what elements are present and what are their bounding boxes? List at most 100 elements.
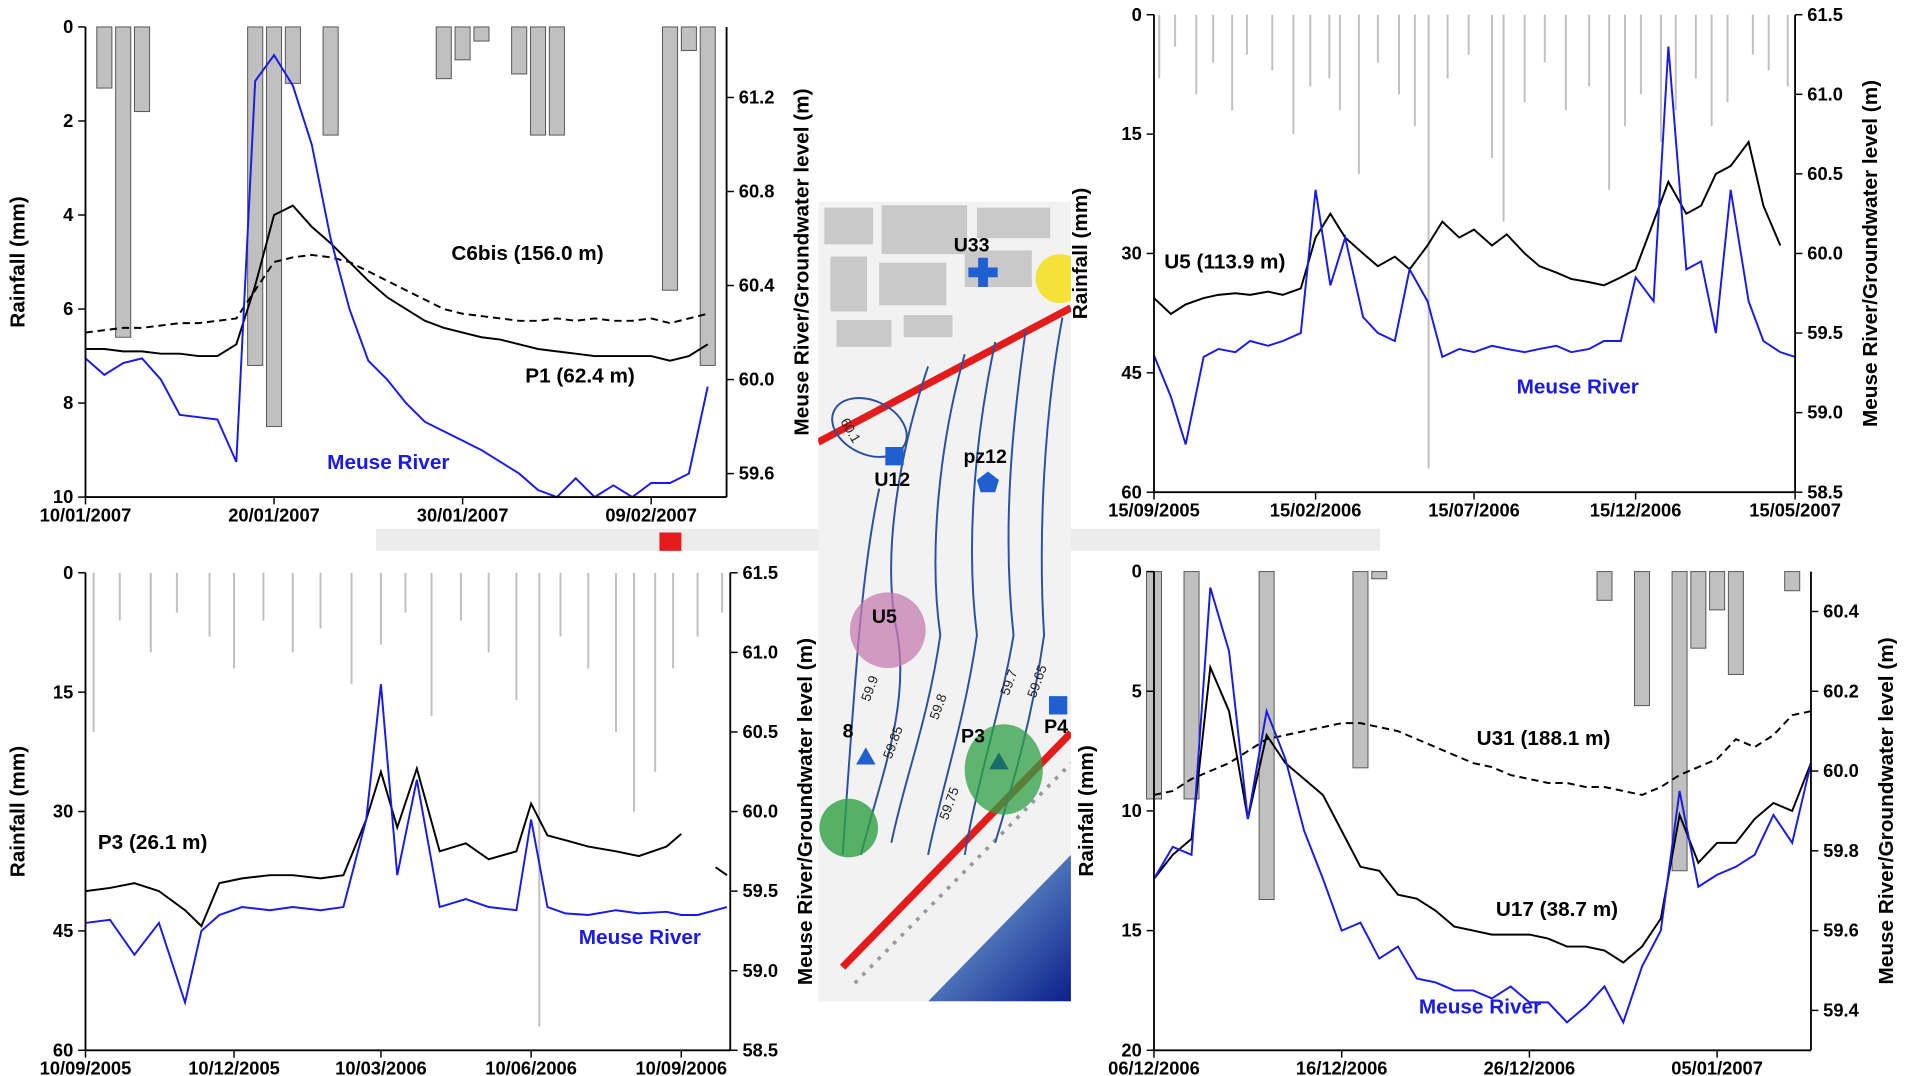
rain-bar xyxy=(672,573,674,668)
rain-bar xyxy=(1174,15,1176,47)
y2-tick-label: 59.4 xyxy=(1823,999,1859,1020)
figure: U33 U12 pz12 U5 8 P3 P4 60.1 59.9 59.85 … xyxy=(0,0,1905,1076)
rain-bar xyxy=(515,573,517,700)
rain-bar xyxy=(654,573,656,772)
y2-tick-label: 60.5 xyxy=(1807,163,1843,184)
y2-tick-label: 59.0 xyxy=(742,960,778,981)
rain-bar xyxy=(233,573,235,668)
y-tick-label: 2 xyxy=(63,110,73,131)
y-tick-label: 8 xyxy=(63,392,73,413)
rain-bar xyxy=(1353,572,1368,768)
rain-bar xyxy=(1468,15,1470,55)
rain-bar xyxy=(209,573,211,637)
rain-bar xyxy=(1710,572,1725,610)
x-tick-label: 15/12/2006 xyxy=(1590,500,1682,521)
rain-bar xyxy=(1624,15,1626,126)
rain-bar xyxy=(1635,572,1650,706)
rain-bar xyxy=(1597,572,1612,601)
rain-bar xyxy=(380,573,382,645)
rain-bar xyxy=(1768,15,1770,71)
series-line xyxy=(1154,667,1811,962)
x-tick-label: 26/12/2006 xyxy=(1484,1058,1576,1076)
y-tick-label: 5 xyxy=(1132,680,1142,701)
y2-tick-label: 61.2 xyxy=(739,87,775,108)
y2-tick-label: 59.0 xyxy=(1807,402,1843,423)
y2-tick-label: 60.4 xyxy=(1823,601,1859,622)
y-tick-label: 4 xyxy=(63,204,74,225)
y-axis-label: Rainfall (mm) xyxy=(1075,745,1098,876)
y2-tick-label: 59.8 xyxy=(1823,840,1859,861)
y2-tick-label: 59.6 xyxy=(739,463,775,484)
series-label: Meuse River xyxy=(1517,375,1639,398)
y-tick-label: 15 xyxy=(1121,123,1141,144)
y-tick-label: 0 xyxy=(63,16,73,37)
y2-tick-label: 59.5 xyxy=(1807,322,1843,343)
series-line xyxy=(716,867,727,875)
series-line xyxy=(85,55,707,497)
y-tick-label: 0 xyxy=(63,562,73,583)
x-tick-label: 15/05/2007 xyxy=(1749,500,1841,521)
y2-tick-label: 59.5 xyxy=(742,880,778,901)
rain-bar xyxy=(266,27,281,427)
series-label: C6bis (156.0 m) xyxy=(451,242,603,265)
rain-bar xyxy=(1695,15,1697,79)
rain-bar xyxy=(1544,15,1546,63)
map-label: U33 xyxy=(954,235,990,257)
rain-bar xyxy=(1727,15,1729,103)
y2-tick-label: 60.2 xyxy=(1823,680,1859,701)
map-label: P4 xyxy=(1044,716,1068,738)
marker-p4 xyxy=(1049,696,1067,714)
rain-bar xyxy=(1328,15,1330,79)
rain-bar xyxy=(1565,15,1567,110)
rain-bar xyxy=(633,573,635,812)
rain-bar xyxy=(285,27,300,83)
rain-bar xyxy=(1212,15,1214,63)
x-tick-label: 10/06/2006 xyxy=(485,1058,577,1076)
rain-bar xyxy=(1372,572,1387,579)
series-label: U17 (38.7 m) xyxy=(1496,898,1618,921)
rain-bar xyxy=(1398,15,1400,95)
series-label: U5 (113.9 m) xyxy=(1164,251,1285,274)
rain-bar xyxy=(436,27,451,79)
rain-bar xyxy=(1292,15,1294,134)
y2-axis-label: Meuse River/Groundwater level (m) xyxy=(794,638,817,985)
x-tick-label: 15/07/2006 xyxy=(1428,500,1520,521)
rain-bar xyxy=(460,573,462,621)
rain-bar xyxy=(1660,15,1662,142)
rain-bar xyxy=(560,573,562,637)
series-label: P1 (62.4 m) xyxy=(525,364,635,387)
series-line xyxy=(1154,588,1811,1023)
y-tick-label: 0 xyxy=(1132,561,1142,582)
rain-bar xyxy=(1608,15,1610,190)
map-label: pz12 xyxy=(963,446,1007,468)
rain-bar xyxy=(1752,15,1754,55)
x-tick-label: 15/09/2005 xyxy=(1108,500,1200,521)
chart: C6bis (156.0 m)P1 (62.4 m)Meuse River024… xyxy=(6,16,813,525)
y2-tick-label: 61.5 xyxy=(1807,4,1843,25)
y-tick-label: 45 xyxy=(1121,362,1141,383)
rain-bar xyxy=(1711,15,1713,126)
y2-axis-label: Meuse River/Groundwater level (m) xyxy=(1859,80,1882,427)
rain-bar xyxy=(292,573,294,653)
rain-bar xyxy=(530,27,545,135)
series-line xyxy=(85,255,707,333)
y-axis-label: Rainfall (mm) xyxy=(1069,188,1092,319)
rain-bar xyxy=(662,27,677,290)
chart: U5 (113.9 m)Meuse River01530456058.559.0… xyxy=(1069,4,1882,521)
rain-bar xyxy=(431,573,433,716)
rain-bar xyxy=(474,27,489,41)
rain-bar xyxy=(320,573,322,629)
rain-bar xyxy=(615,573,617,732)
rain-bar xyxy=(1158,15,1160,79)
map-label: 8 xyxy=(843,721,854,743)
y2-axis-label: Meuse River/Groundwater level (m) xyxy=(790,88,813,435)
rain-bar xyxy=(1309,15,1311,87)
x-tick-label: 09/02/2007 xyxy=(605,505,697,526)
y-tick-label: 30 xyxy=(1121,243,1141,264)
zone-green xyxy=(819,799,878,858)
rain-bar xyxy=(1524,15,1526,103)
y2-axis-label: Meuse River/Groundwater level (m) xyxy=(1875,637,1898,984)
rain-bar xyxy=(721,573,723,613)
y2-tick-label: 58.5 xyxy=(742,1039,778,1060)
